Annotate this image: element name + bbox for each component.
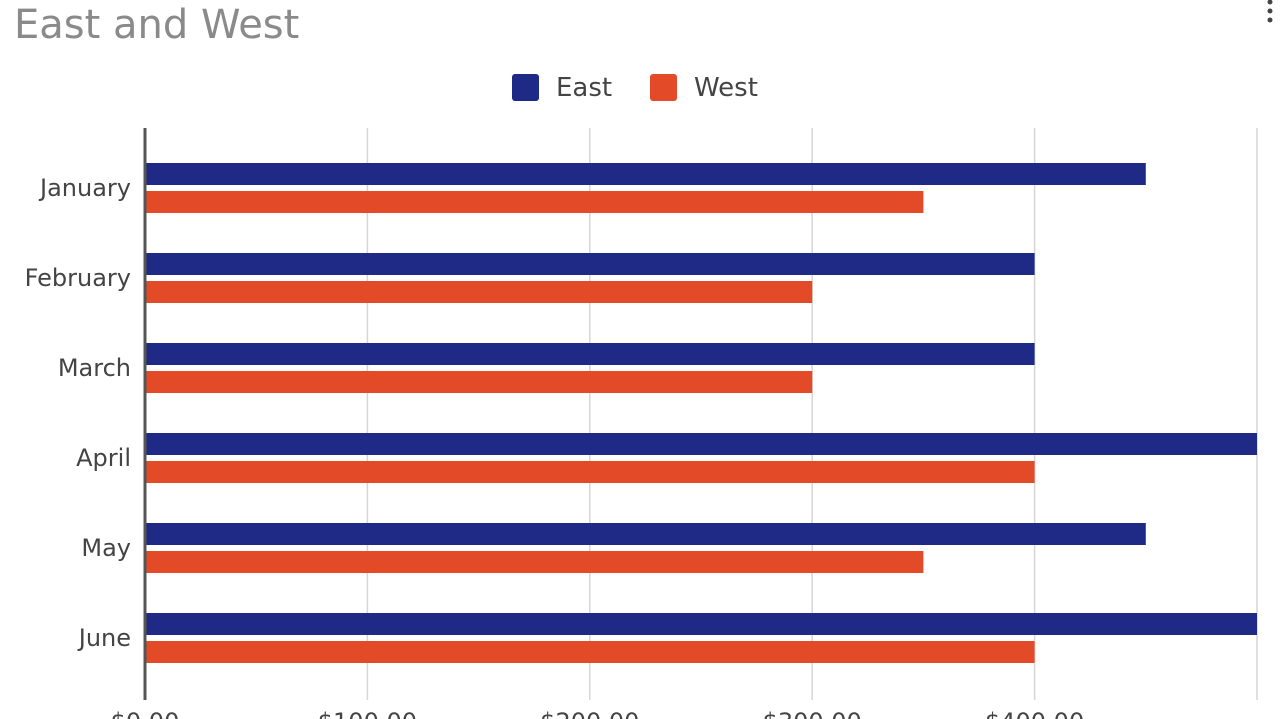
bar-west-june — [145, 641, 1035, 663]
x-tick-label-200: $200.00 — [540, 708, 639, 719]
y-tick-label-march: March — [58, 354, 131, 382]
chart-title: East and West — [14, 2, 299, 48]
bars — [145, 163, 1257, 663]
bar-west-january — [145, 191, 924, 213]
y-tick-label-june: June — [77, 624, 131, 652]
legend-swatch-west — [650, 74, 677, 101]
legend-swatch-east — [512, 74, 539, 101]
x-tick-label-400: $400.00 — [985, 708, 1084, 719]
grid — [366, 128, 1258, 700]
y-tick-label-february: February — [25, 264, 131, 292]
bar-east-april — [145, 433, 1257, 455]
bar-east-january — [145, 163, 1146, 185]
x-axis: $0.00 $100.00 $200.00 $300.00 $400.00 — [111, 708, 1085, 719]
y-tick-label-may: May — [81, 534, 131, 562]
bar-east-march — [145, 343, 1035, 365]
bar-east-february — [145, 253, 1035, 275]
bar-west-may — [145, 551, 924, 573]
x-tick-label-100: $100.00 — [318, 708, 417, 719]
legend: East West — [512, 73, 758, 103]
x-tick-label-300: $300.00 — [763, 708, 862, 719]
bar-west-february — [145, 281, 813, 303]
x-tick-label-0: $0.00 — [111, 708, 180, 719]
y-tick-label-january: January — [38, 174, 131, 202]
bar-east-june — [145, 613, 1257, 635]
more-vertical-icon[interactable] — [1267, 0, 1273, 23]
y-axis: January February March April May June — [25, 128, 147, 700]
bar-west-march — [145, 371, 813, 393]
bar-west-april — [145, 461, 1035, 483]
y-tick-label-april: April — [76, 444, 131, 472]
legend-label-west: West — [694, 73, 758, 103]
legend-label-east: East — [556, 73, 612, 103]
bar-east-may — [145, 523, 1146, 545]
